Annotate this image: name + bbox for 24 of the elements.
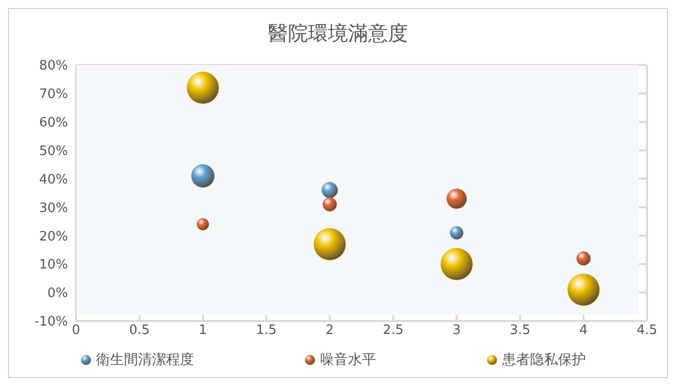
x-tick-label: 1.5	[256, 323, 277, 338]
x-tick-label: 3	[452, 323, 461, 338]
chart-title: 醫院環境滿意度	[267, 20, 409, 47]
y-tick-label: 40%	[39, 172, 68, 188]
x-tick-label: 0.5	[129, 323, 150, 338]
legend-label: 噪音水平	[319, 351, 376, 369]
y-tick-label: 0%	[47, 286, 68, 302]
x-tick-label: 2	[326, 323, 334, 338]
x-tick-label: 2.5	[382, 323, 404, 338]
legend-label: 衛生間清潔程度	[95, 351, 194, 369]
x-tick-label: 1	[198, 323, 208, 338]
y-tick-label: 10%	[39, 258, 68, 273]
y-tick-label: -10%	[34, 314, 68, 330]
y-tick-label: 80%	[39, 58, 68, 74]
y-tick-label: 60%	[39, 116, 68, 131]
y-tick-label: 30%	[39, 200, 68, 216]
x-tick-label: 0	[72, 323, 80, 338]
x-tick-label: 3.5	[510, 323, 530, 338]
x-tick-label: 4.5	[636, 323, 658, 338]
legend-label: 患者隐私保护	[501, 351, 586, 369]
x-tick-label: 4	[579, 323, 588, 338]
y-tick-label: 50%	[39, 144, 68, 159]
y-tick-label: 20%	[39, 229, 68, 244]
y-tick-label: 70%	[39, 87, 68, 102]
